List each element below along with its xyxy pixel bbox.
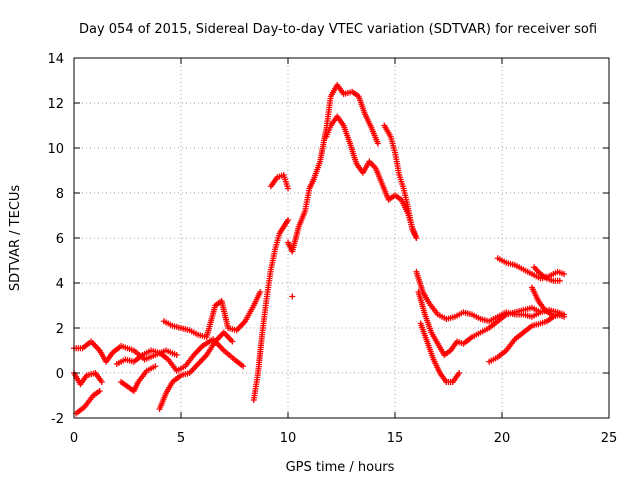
- series-track-l: [323, 113, 420, 241]
- axis-ticks: 0 5 10 15 20 25 -2 0 2 4 6 8 10 12 14: [47, 52, 617, 446]
- x-axis-label: GPS time / hours: [286, 460, 395, 475]
- data-points: [71, 82, 568, 417]
- series-track-q: [486, 311, 563, 365]
- y-tick-label: 6: [56, 232, 64, 247]
- y-tick-label: 14: [47, 52, 64, 67]
- x-tick-label: 5: [177, 431, 185, 446]
- data-point: [257, 289, 264, 295]
- y-axis-label: SDTVAR / TECUs: [8, 185, 23, 292]
- data-point: [98, 379, 105, 385]
- series-track-s: [531, 264, 563, 284]
- series-track-h: [250, 217, 291, 403]
- data-point: [240, 363, 247, 370]
- y-tick-label: -2: [51, 412, 64, 427]
- series-track-g: [160, 289, 264, 340]
- data-point: [374, 140, 381, 147]
- series-track-c: [73, 388, 103, 417]
- data-point: [561, 271, 568, 277]
- y-tick-label: 4: [56, 277, 64, 292]
- data-point: [173, 352, 180, 358]
- data-point: [96, 388, 103, 394]
- x-tick-label: 10: [280, 431, 297, 446]
- series-track-i: [267, 172, 291, 192]
- data-point: [556, 277, 563, 284]
- data-point: [289, 293, 296, 300]
- data-point: [285, 185, 291, 192]
- data-point: [152, 363, 159, 370]
- grid-lines: [74, 58, 609, 418]
- data-point: [561, 313, 568, 320]
- chart-title: Day 054 of 2015, Sidereal Day-to-day VTE…: [79, 22, 597, 37]
- x-tick-label: 25: [601, 431, 618, 446]
- series-track-o: [415, 289, 544, 358]
- series-track-t: [528, 284, 568, 320]
- x-tick-label: 20: [494, 431, 511, 446]
- series-track-f: [156, 329, 236, 412]
- data-point: [229, 338, 236, 345]
- data-point: [413, 235, 420, 241]
- y-tick-label: 2: [56, 322, 64, 337]
- y-tick-label: 0: [56, 367, 64, 382]
- data-point: [456, 370, 463, 376]
- series-track-k: [289, 293, 296, 300]
- x-tick-label: 15: [387, 431, 404, 446]
- series-track-d: [113, 336, 247, 374]
- data-point: [537, 309, 544, 316]
- series-track-e: [118, 363, 159, 394]
- x-tick-label: 0: [70, 431, 78, 446]
- series-track-r: [494, 255, 568, 282]
- y-tick-label: 8: [56, 187, 64, 202]
- data-point: [285, 217, 291, 223]
- series-track-p: [417, 320, 463, 385]
- y-tick-label: 10: [47, 142, 64, 157]
- y-tick-label: 12: [47, 97, 64, 112]
- series-track-m: [381, 122, 420, 241]
